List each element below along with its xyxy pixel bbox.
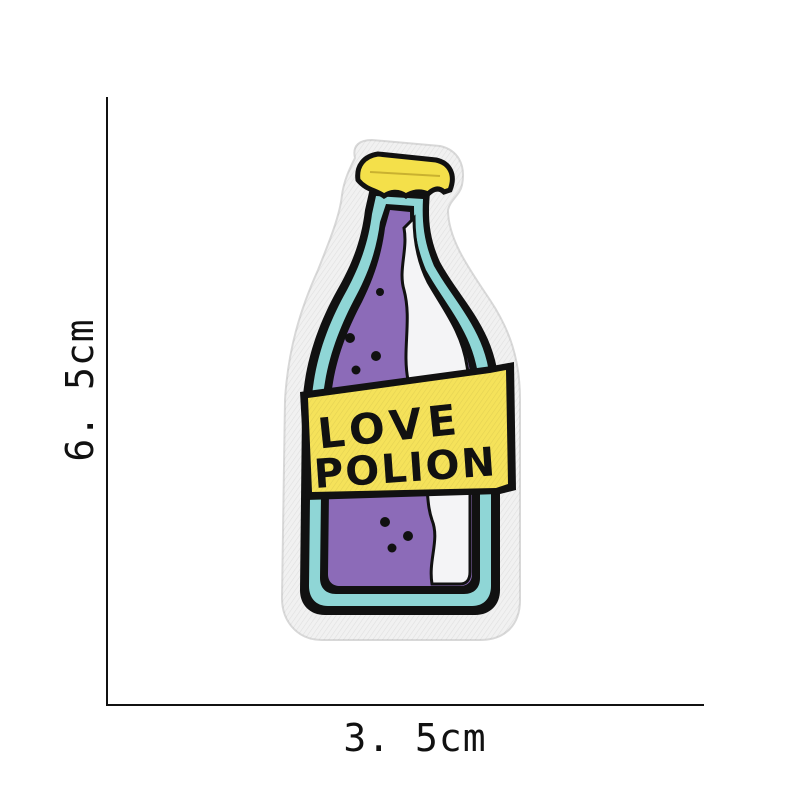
height-dimension-line	[106, 97, 108, 706]
width-dimension-line	[106, 704, 704, 706]
bubble-dots	[345, 288, 413, 553]
width-label: 3. 5cm	[343, 716, 487, 760]
